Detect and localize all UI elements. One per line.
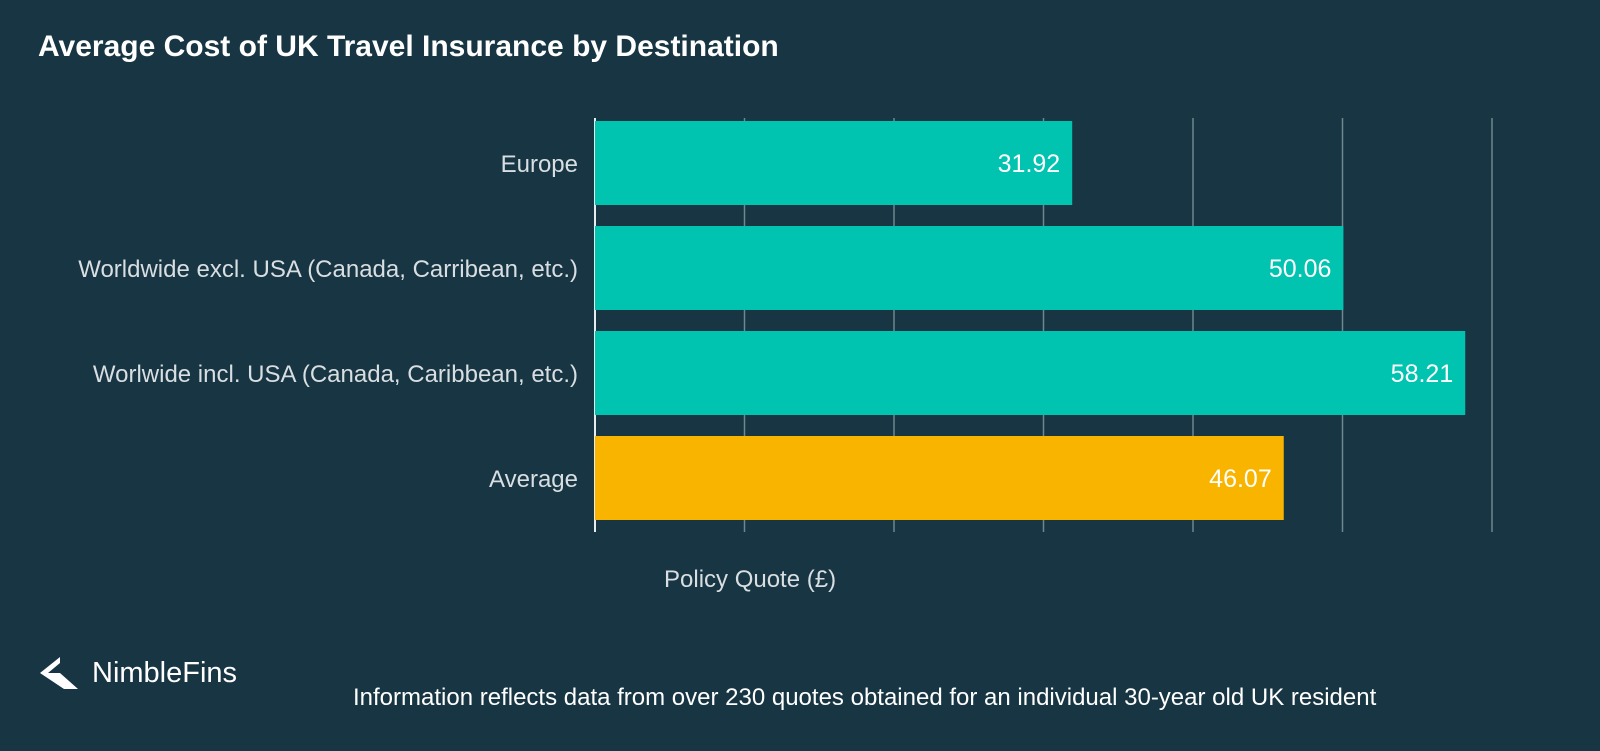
category-label: Worldwide excl. USA (Canada, Carribean, …: [78, 256, 578, 283]
category-label: Europe: [501, 151, 578, 178]
bar-0: [595, 121, 1073, 205]
bar-1: [595, 226, 1344, 310]
category-labels: Europe Worldwide excl. USA (Canada, Carri…: [78, 151, 578, 493]
bar-value-label: 31.92: [998, 150, 1061, 178]
bar-3: [595, 436, 1284, 520]
category-label: Average: [489, 466, 578, 493]
x-axis-label: Policy Quote (£): [664, 566, 836, 593]
bar-value-label: 58.21: [1391, 360, 1454, 388]
footnote: Information reflects data from over 230 …: [353, 684, 1377, 711]
chart-title: Average Cost of UK Travel Insurance by D…: [38, 30, 779, 63]
bar-value-label: 46.07: [1209, 465, 1272, 493]
category-label: Worlwide incl. USA (Canada, Caribbean, e…: [93, 361, 578, 388]
bar-2: [595, 331, 1466, 415]
brand-name: NimbleFins: [92, 656, 238, 689]
nimblefins-logo: NimbleFins: [38, 655, 237, 691]
nimblefins-logo-icon: [40, 657, 78, 689]
bar-value-label: 50.06: [1269, 255, 1332, 283]
bars: 31.92 50.06 58.21 46.07: [595, 121, 1466, 520]
